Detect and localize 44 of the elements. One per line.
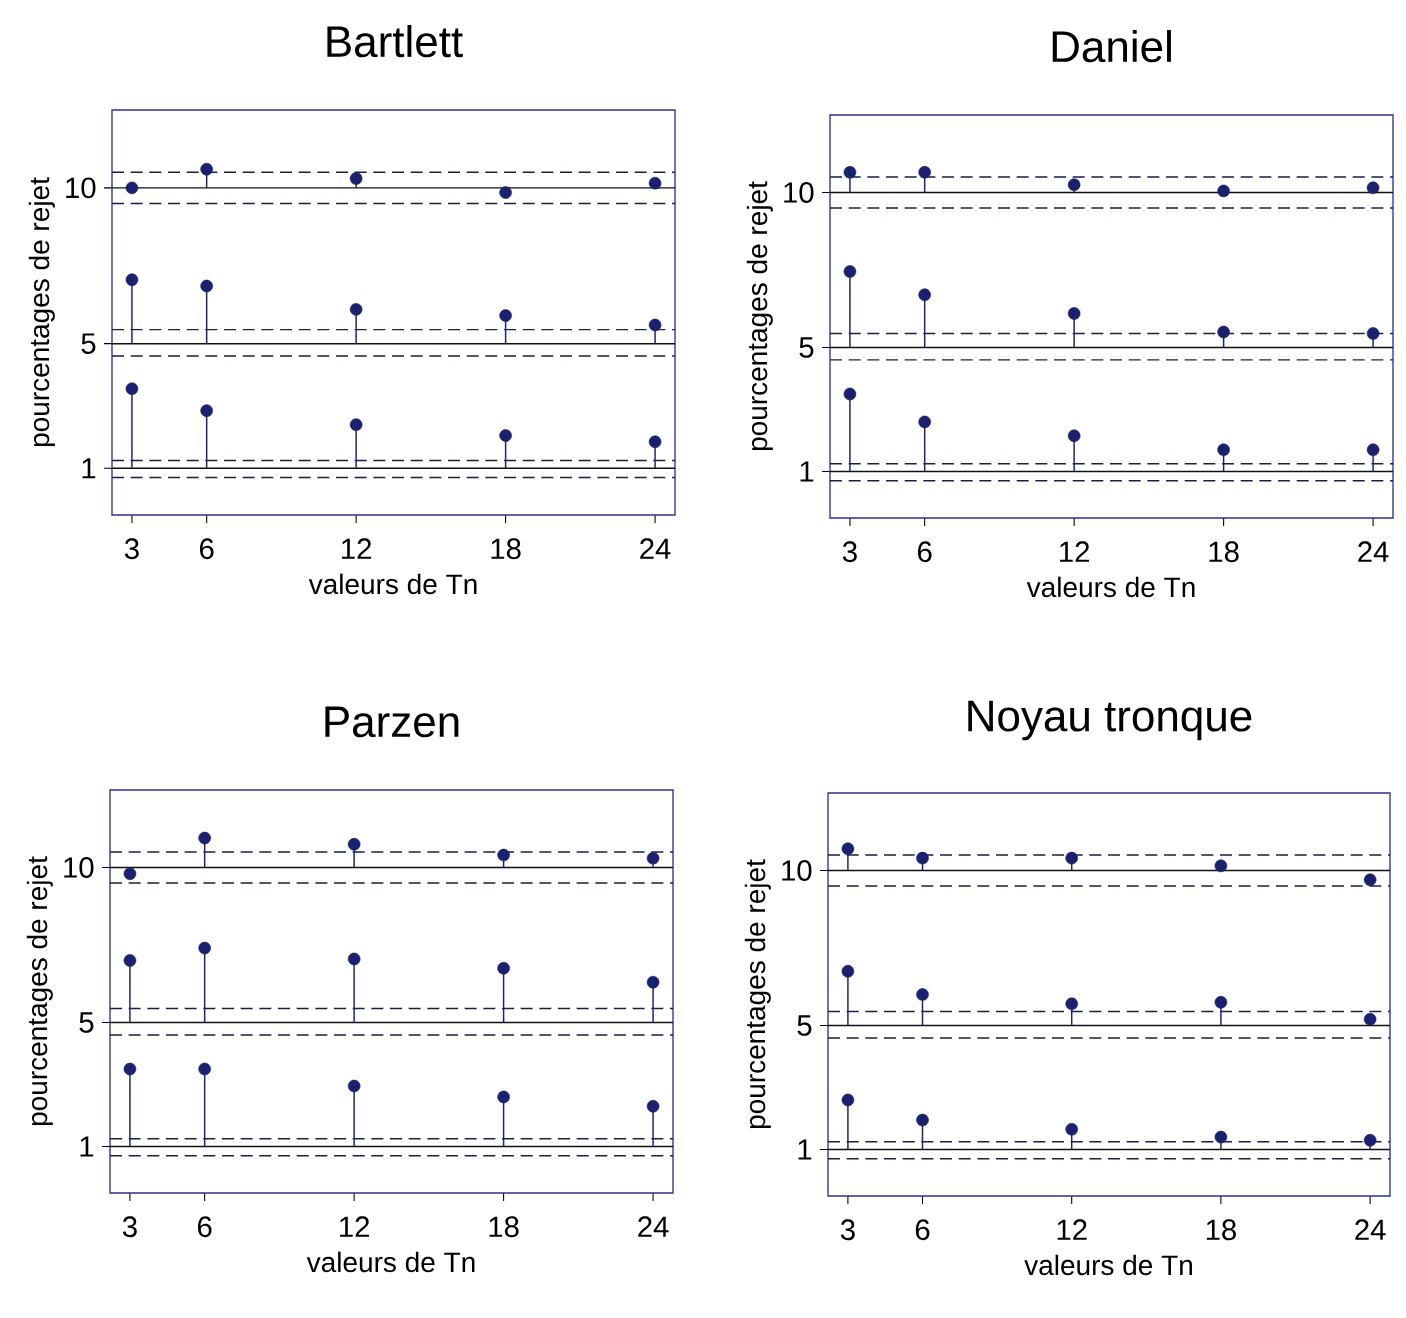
y-tick-label: 5 bbox=[79, 1012, 94, 1033]
x-tick-label: 3 bbox=[122, 1216, 137, 1238]
chart-title: Bartlett bbox=[327, 24, 463, 58]
x-tick-label: 18 bbox=[489, 1216, 519, 1238]
x-tick-label: 3 bbox=[124, 538, 139, 560]
y-tick-label: 1 bbox=[800, 461, 814, 482]
x-axis-title: valeurs de Tn bbox=[1024, 1254, 1192, 1276]
x-tick-label: 24 bbox=[1355, 1219, 1386, 1240]
chart-title: Parzen bbox=[325, 706, 459, 738]
x-tick-label: 24 bbox=[1358, 541, 1389, 562]
y-tick-label: 5 bbox=[797, 1015, 812, 1036]
x-tick-label: 18 bbox=[491, 538, 521, 560]
x-tick-label: 12 bbox=[1057, 1219, 1087, 1240]
x-tick-label: 12 bbox=[1060, 541, 1089, 562]
y-axis-title: pourcentages de rejet bbox=[744, 859, 771, 1129]
x-tick-label: 18 bbox=[1209, 541, 1239, 563]
y-tick-label: 10 bbox=[784, 182, 814, 203]
x-tick-label: 24 bbox=[638, 1216, 669, 1237]
x-tick-label: 12 bbox=[342, 538, 371, 559]
chart-title: Daniel bbox=[1052, 29, 1171, 63]
x-tick-label: 12 bbox=[340, 1216, 369, 1237]
x-axis-title: valeurs de Tn bbox=[306, 1251, 475, 1273]
x-tick-label: 3 bbox=[842, 541, 857, 563]
y-axis-title: pourcentages de rejet bbox=[28, 177, 55, 447]
y-tick-label: 1 bbox=[798, 1139, 812, 1160]
y-tick-label: 10 bbox=[782, 860, 812, 881]
x-tick-label: 6 bbox=[198, 1216, 212, 1238]
x-tick-label: 6 bbox=[918, 541, 932, 563]
y-tick-label: 1 bbox=[82, 458, 96, 479]
x-tick-label: 6 bbox=[915, 1219, 930, 1241]
y-tick-label: 1 bbox=[80, 1136, 94, 1157]
y-tick-label: 10 bbox=[64, 857, 94, 878]
x-axis-title: valeurs de Tn bbox=[1026, 576, 1195, 598]
x-tick-label: 6 bbox=[200, 538, 214, 560]
x-axis-title: valeurs de Tn bbox=[308, 573, 477, 595]
y-tick-label: 5 bbox=[799, 337, 814, 358]
x-tick-label: 3 bbox=[840, 1219, 855, 1241]
chart-title: Noyau tronque bbox=[968, 700, 1252, 741]
x-tick-label: 24 bbox=[640, 538, 671, 559]
y-axis-title: pourcentages de rejet bbox=[746, 181, 773, 451]
y-axis-title: pourcentages de rejet bbox=[26, 856, 53, 1126]
y-tick-label: 10 bbox=[66, 177, 96, 199]
x-tick-label: 18 bbox=[1206, 1219, 1236, 1241]
y-tick-label: 5 bbox=[81, 333, 96, 354]
